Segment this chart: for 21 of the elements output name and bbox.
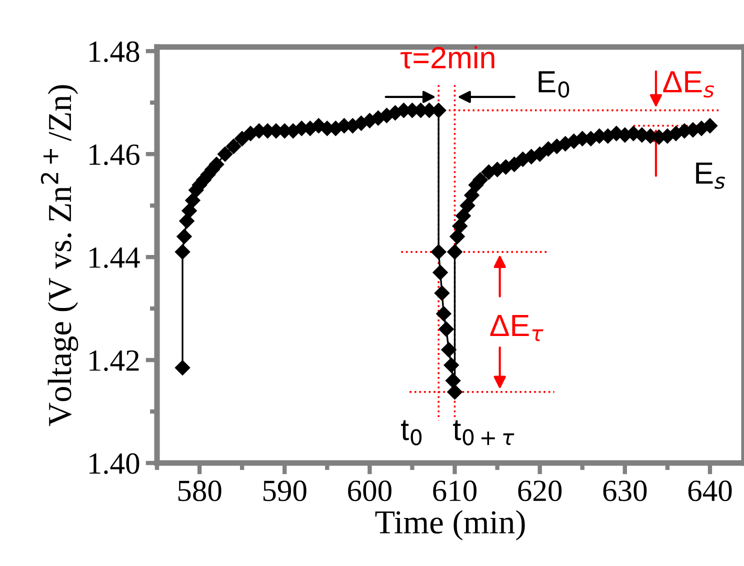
x-tick-label: 630 (603, 480, 647, 502)
x-tick-label: 600 (348, 480, 392, 502)
y-tick-label: 1.44 (90, 247, 140, 268)
annotation: E$_{s}$ (696, 162, 725, 189)
x-tick-label: 640 (688, 480, 732, 502)
annotation: t$_{0+τ}$ (453, 420, 514, 446)
x-axis-title: Time (min) (375, 510, 525, 540)
annotation: E$_{0}$ (538, 71, 570, 98)
annotation: ΔE$_{τ}$ (490, 315, 544, 342)
annotation: τ=2min (400, 46, 494, 69)
y-tick-label: 1.48 (90, 41, 140, 62)
x-tick-label: 610 (433, 480, 477, 502)
y-axis-title: Voltage (V vs. Zn$^{2+}$/Zn) (40, 85, 78, 426)
annotation: ΔE$_{s}$ (663, 71, 714, 98)
x-tick-label: 620 (518, 480, 562, 502)
y-tick-label: 1.46 (90, 144, 140, 166)
x-tick-label: 580 (178, 480, 222, 502)
y-tick-label: 1.42 (90, 350, 139, 372)
y-tick-label: 1.40 (90, 453, 140, 474)
annotation: t$_{0}$ (401, 420, 422, 446)
x-tick-label: 590 (263, 480, 306, 502)
